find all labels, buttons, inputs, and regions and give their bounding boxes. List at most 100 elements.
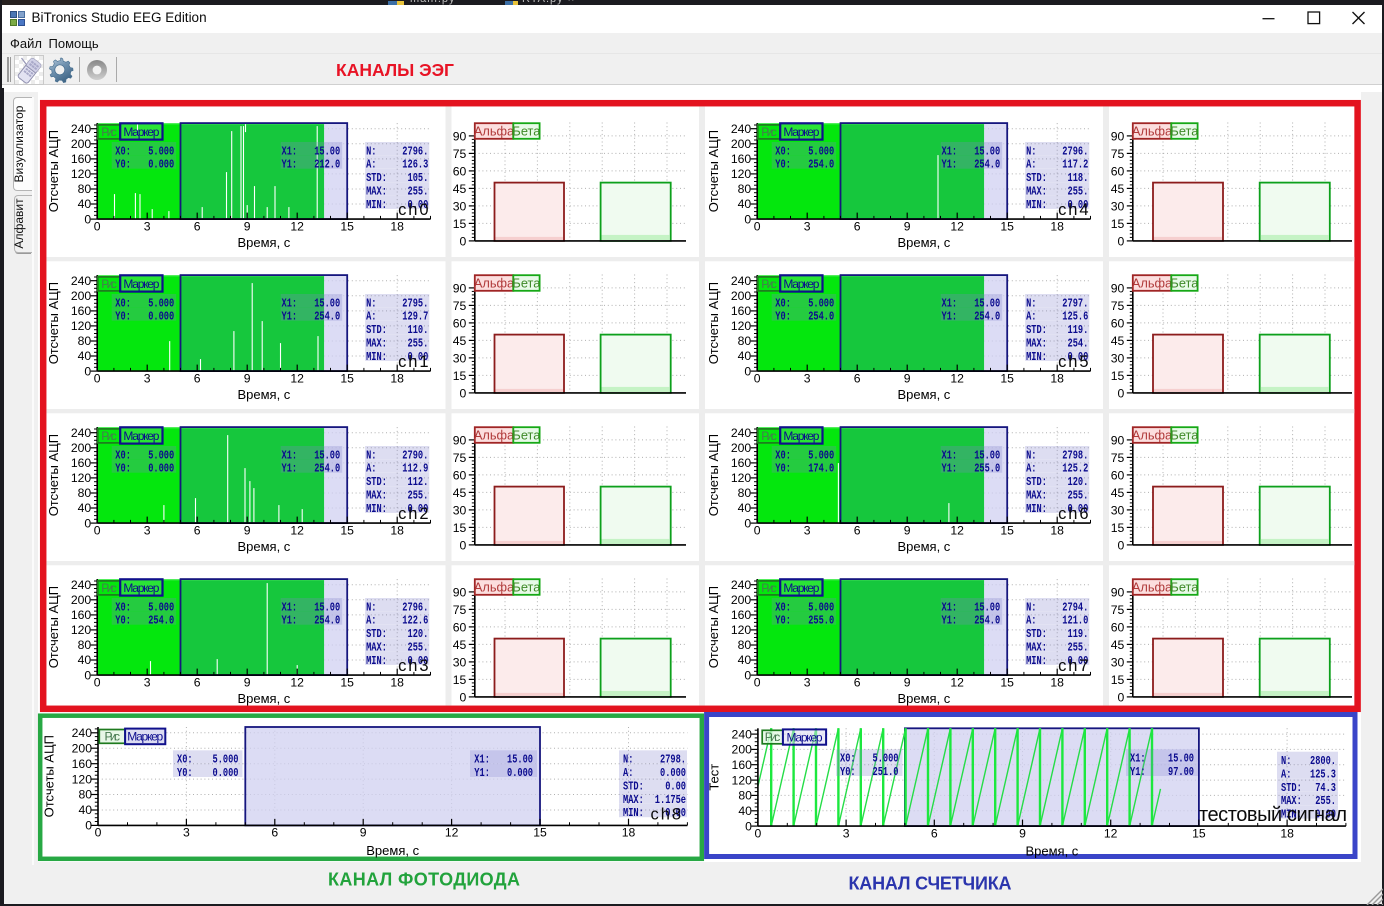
- svg-text:45: 45: [1111, 486, 1125, 500]
- svg-text:0.000: 0.000: [148, 462, 174, 476]
- svg-text:Y0:: Y0:: [775, 310, 791, 324]
- svg-text:12: 12: [1104, 826, 1118, 840]
- svg-text:60: 60: [1111, 316, 1125, 330]
- svg-text:117.2: 117.2: [1062, 158, 1088, 172]
- svg-text:0: 0: [94, 219, 101, 233]
- svg-text:0.00: 0.00: [408, 654, 429, 668]
- svg-text:Время, с: Время, с: [897, 539, 950, 554]
- svg-text:0: 0: [1118, 386, 1125, 400]
- svg-text:КАНАЛ ФОТОДИОДА: КАНАЛ ФОТОДИОДА: [328, 870, 520, 890]
- svg-text:Альфа: Альфа: [1132, 580, 1173, 595]
- svg-text:18: 18: [390, 219, 404, 233]
- svg-text:118.: 118.: [1068, 171, 1089, 185]
- svg-text:N:: N:: [366, 600, 376, 614]
- svg-text:Время, с: Время, с: [237, 235, 290, 250]
- svg-text:3: 3: [843, 826, 850, 840]
- svg-text:2795.: 2795.: [402, 296, 428, 310]
- svg-text:MAX:: MAX:: [366, 641, 387, 655]
- svg-text:80: 80: [738, 638, 752, 652]
- svg-text:240: 240: [71, 578, 92, 592]
- svg-text:0: 0: [754, 675, 761, 689]
- svg-text:2798.: 2798.: [660, 753, 686, 767]
- svg-text:60: 60: [1111, 468, 1125, 482]
- svg-text:3: 3: [804, 523, 811, 537]
- svg-text:Рис: Рис: [761, 581, 777, 595]
- svg-text:160: 160: [731, 152, 752, 166]
- svg-text:240: 240: [71, 426, 92, 440]
- svg-text:6: 6: [854, 675, 861, 689]
- svg-text:90: 90: [453, 129, 467, 143]
- svg-text:0.000: 0.000: [507, 766, 533, 780]
- svg-text:9: 9: [904, 523, 911, 537]
- svg-text:X1:: X1:: [282, 600, 298, 614]
- svg-text:Рис: Рис: [765, 730, 781, 744]
- svg-text:254.0: 254.0: [314, 310, 340, 324]
- svg-text:40: 40: [78, 803, 92, 817]
- svg-text:126.3: 126.3: [402, 158, 428, 172]
- svg-text:0: 0: [754, 523, 761, 537]
- svg-text:110.: 110.: [408, 323, 429, 337]
- svg-text:Маркер: Маркер: [783, 125, 819, 139]
- svg-text:112.9: 112.9: [402, 462, 428, 476]
- svg-text:160: 160: [72, 757, 93, 771]
- svg-text:Y0:: Y0:: [775, 614, 791, 628]
- svg-text:60: 60: [453, 620, 467, 634]
- svg-text:N:: N:: [366, 448, 376, 462]
- svg-text:15.00: 15.00: [1168, 752, 1194, 766]
- svg-text:MAX:: MAX:: [1026, 489, 1047, 503]
- svg-text:Время, с: Время, с: [897, 387, 950, 402]
- svg-text:6: 6: [194, 219, 201, 233]
- svg-text:3: 3: [144, 523, 151, 537]
- svg-text:X1:: X1:: [942, 600, 958, 614]
- svg-text:15: 15: [1111, 369, 1125, 383]
- svg-text:18: 18: [1050, 523, 1064, 537]
- svg-text:200: 200: [72, 741, 93, 755]
- svg-text:15.00: 15.00: [314, 600, 340, 614]
- svg-text:120: 120: [71, 623, 92, 637]
- svg-text:MIN:: MIN:: [366, 654, 387, 668]
- svg-text:15: 15: [340, 523, 354, 537]
- svg-text:MIN:: MIN:: [623, 806, 644, 820]
- svg-text:254.0: 254.0: [148, 614, 174, 628]
- svg-text:45: 45: [1111, 182, 1125, 196]
- svg-text:0: 0: [84, 212, 91, 226]
- svg-text:15: 15: [1000, 675, 1014, 689]
- svg-text:45: 45: [453, 486, 467, 500]
- svg-text:254.0: 254.0: [808, 158, 834, 172]
- svg-text:0: 0: [744, 516, 751, 530]
- svg-text:Y1:: Y1:: [1130, 765, 1146, 779]
- svg-text:5.000: 5.000: [808, 144, 834, 158]
- svg-text:18: 18: [1050, 675, 1064, 689]
- svg-text:90: 90: [1111, 281, 1125, 295]
- svg-text:Y0:: Y0:: [115, 614, 131, 628]
- svg-text:X1:: X1:: [1130, 752, 1146, 766]
- svg-text:Маркер: Маркер: [123, 277, 159, 291]
- svg-text:ch1: ch1: [398, 353, 429, 371]
- svg-text:75: 75: [453, 451, 467, 465]
- svg-text:0.00: 0.00: [1315, 808, 1336, 822]
- svg-text:Y1:: Y1:: [282, 614, 298, 628]
- svg-text:0.00: 0.00: [665, 779, 686, 793]
- svg-text:80: 80: [738, 789, 752, 803]
- svg-text:0: 0: [1118, 538, 1125, 552]
- svg-text:80: 80: [78, 486, 92, 500]
- svg-text:ch7: ch7: [1058, 657, 1089, 675]
- svg-text:9: 9: [244, 219, 251, 233]
- svg-text:125.3: 125.3: [1310, 767, 1336, 781]
- svg-text:2797.: 2797.: [1062, 296, 1088, 310]
- svg-text:112.: 112.: [408, 475, 429, 489]
- svg-text:Время, с: Время, с: [897, 691, 950, 706]
- svg-text:X0:: X0:: [115, 296, 131, 310]
- svg-text:Альфа: Альфа: [1132, 428, 1173, 443]
- svg-text:MIN:: MIN:: [366, 350, 387, 364]
- svg-text:Y0:: Y0:: [775, 462, 791, 476]
- svg-text:15.00: 15.00: [314, 144, 340, 158]
- svg-text:240: 240: [731, 578, 752, 592]
- svg-text:Отсчеты АЦП: Отсчеты АЦП: [706, 130, 721, 212]
- svg-text:105.: 105.: [408, 171, 429, 185]
- svg-text:STD:: STD:: [366, 323, 387, 337]
- svg-text:Отсчеты АЦП: Отсчеты АЦП: [46, 434, 61, 516]
- svg-text:15: 15: [453, 369, 467, 383]
- svg-text:12: 12: [290, 219, 304, 233]
- svg-text:STD:: STD:: [366, 475, 387, 489]
